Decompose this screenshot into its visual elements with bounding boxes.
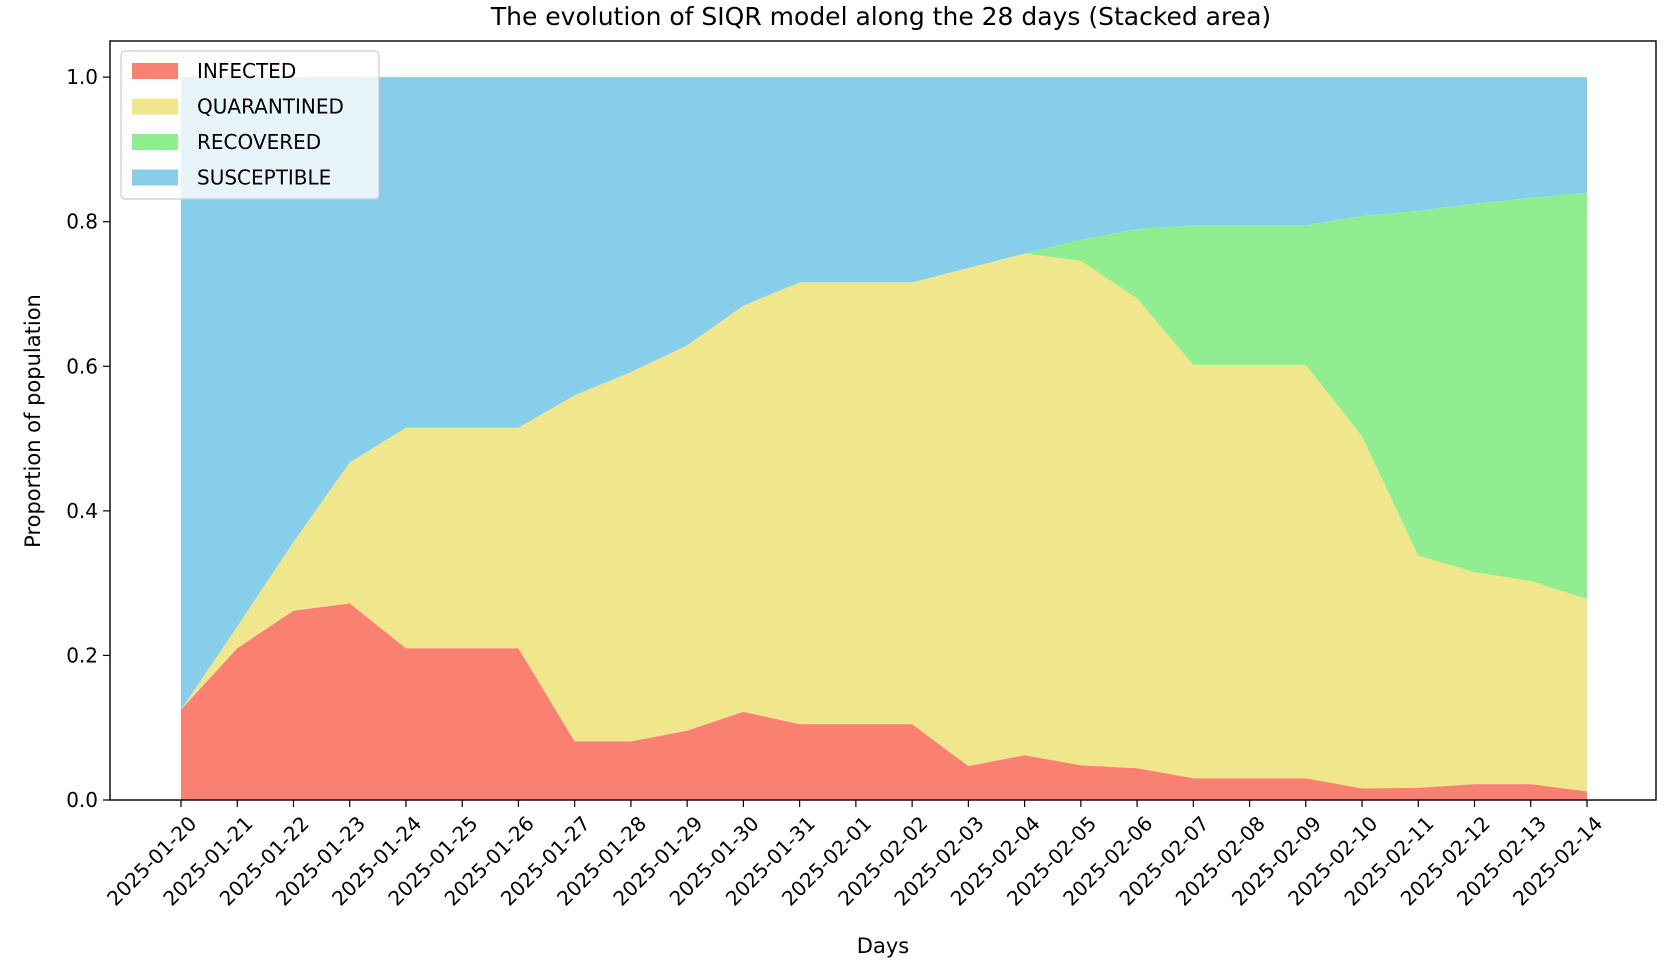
area-quarantined xyxy=(181,253,1587,792)
legend-swatch-recovered xyxy=(132,134,178,150)
legend-swatch-quarantined xyxy=(132,98,178,115)
legend-label-infected: INFECTED xyxy=(197,59,296,83)
area-recovered xyxy=(181,192,1587,710)
area-susceptible xyxy=(181,77,1587,710)
legend-label-susceptible: SUSCEPTIBLE xyxy=(197,166,331,190)
legend-box xyxy=(120,50,380,200)
y-axis: 0.0 0.2 0.4 0.6 0.8 1.0 xyxy=(66,65,110,812)
plot-frame xyxy=(109,40,1657,801)
y-axis-label: Proportion of population xyxy=(21,294,45,548)
chart-title: The evolution of SIQR model along the 28… xyxy=(490,2,1271,31)
legend: INFECTED QUARANTINED RECOVERED SUSCEPTIBLE xyxy=(120,50,380,200)
y-tick-label: 0.4 xyxy=(66,499,98,523)
x-axis: 2025-01-202025-01-212025-01-222025-01-23… xyxy=(102,800,1607,910)
y-tick-label: 0.6 xyxy=(66,354,98,378)
legend-swatch-infected xyxy=(132,63,178,79)
y-tick-label: 0.8 xyxy=(66,210,98,234)
legend-label-quarantined: QUARANTINED xyxy=(197,95,344,119)
legend-swatch-susceptible xyxy=(132,169,178,186)
legend-label-recovered: RECOVERED xyxy=(197,130,321,154)
y-tick-label: 0.2 xyxy=(66,643,98,667)
area-infected xyxy=(181,603,1587,800)
y-tick-label: 1.0 xyxy=(66,65,98,89)
y-tick-label: 0.0 xyxy=(66,788,98,812)
area-layers xyxy=(181,77,1587,800)
x-axis-label: Days xyxy=(857,934,909,958)
